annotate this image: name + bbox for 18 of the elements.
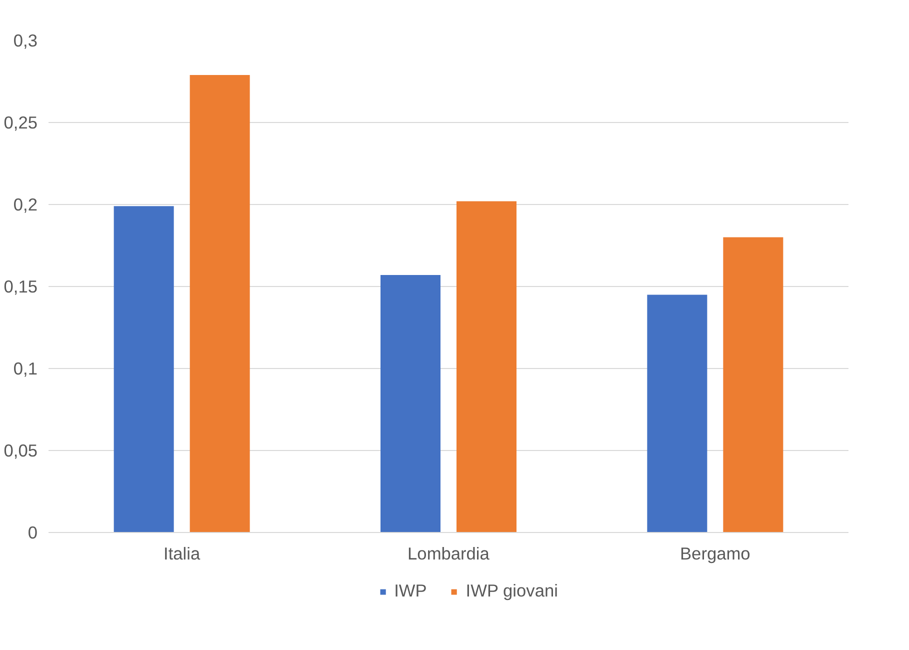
legend-label: IWP giovani — [466, 580, 558, 602]
x-tick-label: Lombardia — [408, 544, 490, 564]
y-tick-label: 0,2 — [13, 194, 38, 214]
y-tick-label: 0,05 — [4, 440, 38, 460]
y-tick-label: 0,3 — [13, 30, 38, 50]
y-tick-label: 0,1 — [13, 358, 38, 378]
y-tick-label: 0 — [28, 522, 38, 542]
y-tick-label: 0,15 — [4, 276, 38, 296]
bar — [190, 74, 250, 532]
bar — [723, 237, 784, 532]
x-tick-label: Italia — [164, 544, 200, 564]
bar — [647, 294, 708, 532]
bar — [114, 206, 174, 532]
legend-label: IWP — [394, 580, 427, 602]
x-tick-label: Bergamo — [680, 544, 750, 564]
y-tick-label: 0,25 — [4, 112, 38, 132]
bar — [456, 201, 516, 532]
bar — [380, 275, 440, 532]
